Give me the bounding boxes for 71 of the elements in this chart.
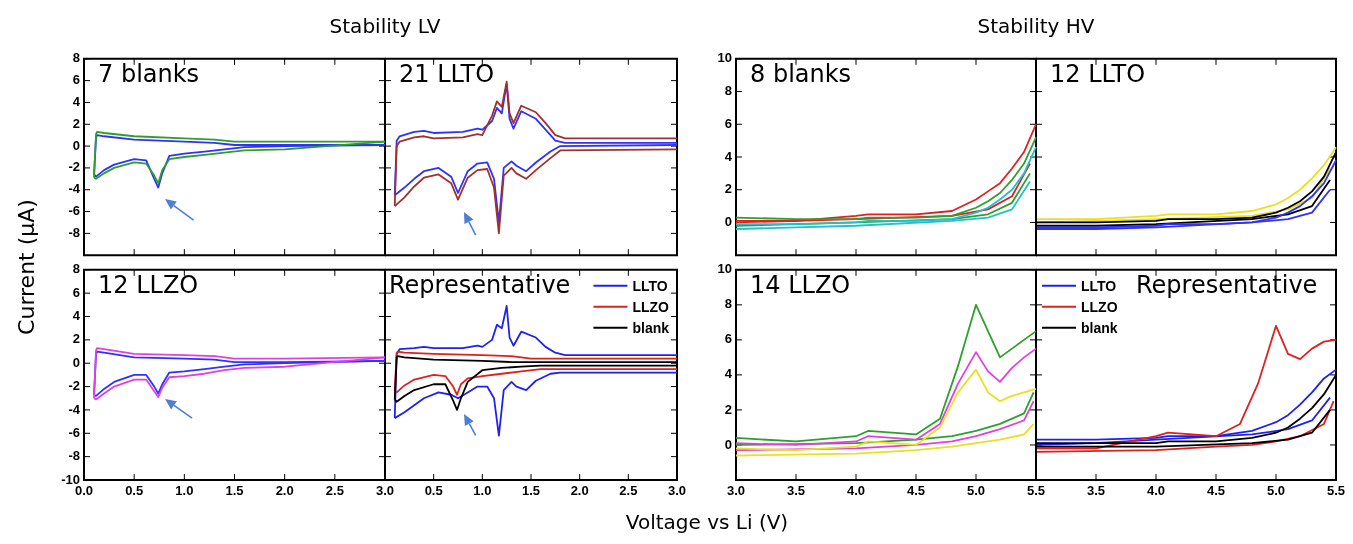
x-tick-label: 2.5 xyxy=(325,483,344,499)
y-tick-label: 6 xyxy=(72,72,80,88)
annotation: 14 LLZO xyxy=(750,271,851,299)
y-tick-label: 8 xyxy=(724,83,732,99)
x-tick-label: 5.5 xyxy=(1326,483,1346,499)
x-tick-label: 5.5 xyxy=(1026,483,1046,499)
y-tick-label: -2 xyxy=(68,159,80,175)
x-tick-label: 0.5 xyxy=(125,483,144,499)
x-tick-label: 1.5 xyxy=(225,483,244,499)
annotation: 7 blanks xyxy=(98,60,200,88)
x-tick-label: 1.5 xyxy=(521,483,541,499)
chart-title: Stability LV xyxy=(329,14,441,38)
y-tick-label: -2 xyxy=(68,378,80,394)
y-tick-label: 0 xyxy=(724,214,732,230)
y-tick-label: 2 xyxy=(72,115,80,131)
x-tick-label: 1.0 xyxy=(175,483,194,499)
y-tick-label: 0 xyxy=(724,436,732,452)
y-tick-label: 2 xyxy=(724,181,732,197)
annotation: Representative xyxy=(1136,271,1318,299)
y-tick-label: 4 xyxy=(72,308,81,324)
y-tick-label: 8 xyxy=(72,261,80,277)
x-tick-label: 1.0 xyxy=(473,483,492,499)
y-tick-label: 4 xyxy=(72,94,81,110)
x-tick-label: 5.0 xyxy=(1266,483,1286,499)
x-tick-label: 3.5 xyxy=(786,483,806,499)
legend-label: LLTO xyxy=(1081,277,1117,294)
x-tick-label: 0.5 xyxy=(424,483,443,499)
x-axis-title: Voltage vs Li (V) xyxy=(625,510,789,534)
y-tick-label: -4 xyxy=(68,401,81,417)
annotation: 8 blanks xyxy=(750,60,852,88)
y-tick-label: -6 xyxy=(68,203,80,219)
x-tick-label: 2.0 xyxy=(570,483,589,499)
x-tick-label: 4.0 xyxy=(846,483,866,499)
annotation: 12 LLZO xyxy=(98,271,199,299)
y-tick-label: 2 xyxy=(724,401,732,417)
y-tick-label: 6 xyxy=(724,331,732,347)
y-tick-label: 6 xyxy=(72,284,80,300)
y-tick-label: 10 xyxy=(717,50,732,66)
x-tick-label: 4.5 xyxy=(906,483,926,499)
x-tick-label: 3.0 xyxy=(667,483,687,499)
legend-label: blank xyxy=(1081,319,1118,336)
legend-label: LLTO xyxy=(632,277,668,294)
y-tick-label: 4 xyxy=(724,148,733,164)
y-tick-label: 4 xyxy=(724,366,733,382)
x-tick-label: 2.0 xyxy=(275,483,294,499)
y-tick-label: -8 xyxy=(68,224,80,240)
x-tick-label: 4.5 xyxy=(1206,483,1226,499)
legend-label: blank xyxy=(632,319,670,336)
x-tick-label: 3.0 xyxy=(375,483,395,499)
y-tick-label: 10 xyxy=(717,261,732,277)
annotation: Representative xyxy=(389,271,571,299)
y-tick-label: -6 xyxy=(68,424,80,440)
y-tick-label: 0 xyxy=(72,137,80,153)
y-tick-label: -4 xyxy=(68,181,81,197)
y-tick-label: -8 xyxy=(68,448,80,464)
y-tick-label: 0 xyxy=(72,354,80,370)
y-axis-title: Current (μA) xyxy=(13,199,39,335)
x-tick-label: 3.0 xyxy=(726,483,746,499)
legend-label: LLZO xyxy=(1081,298,1118,315)
x-tick-label: 2.5 xyxy=(619,483,638,499)
y-tick-label: 8 xyxy=(72,50,80,66)
legend-label: LLZO xyxy=(632,298,670,315)
annotation: 21 LLTO xyxy=(399,60,495,88)
annotation: 12 LLTO xyxy=(1050,60,1146,88)
y-tick-label: 2 xyxy=(72,331,80,347)
x-tick-label: 3.5 xyxy=(1086,483,1106,499)
chart-title: Stability HV xyxy=(977,14,1095,38)
y-tick-label: 8 xyxy=(724,296,732,312)
x-tick-label: 4.0 xyxy=(1146,483,1166,499)
x-tick-label: 5.0 xyxy=(966,483,986,499)
y-tick-label: 6 xyxy=(724,115,732,131)
